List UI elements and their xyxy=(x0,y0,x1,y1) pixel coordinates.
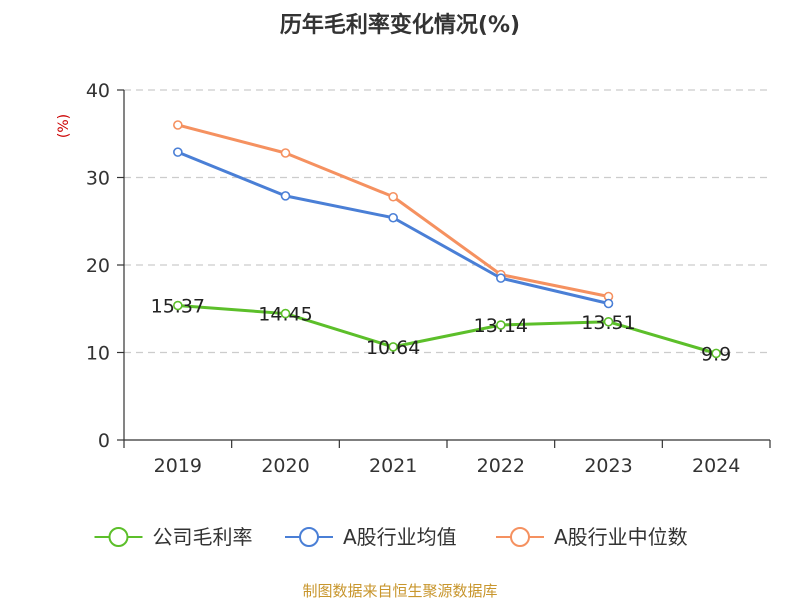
data-point xyxy=(496,273,506,283)
y-axis-unit: (%) xyxy=(56,114,72,138)
data-point xyxy=(280,148,291,158)
y-tick-label: 10 xyxy=(86,343,110,365)
chart-title: 历年毛利率变化情况(%) xyxy=(280,12,520,38)
legend-label: A股行业均值 xyxy=(343,525,457,549)
legend-marker xyxy=(299,527,319,547)
data-point xyxy=(388,191,398,202)
data-point xyxy=(711,348,721,359)
data-point xyxy=(603,298,614,309)
data-labels: 15.37 14.45 10.64 13.14 13.51 9.9 xyxy=(151,296,732,366)
x-tick-label: 2023 xyxy=(584,455,632,477)
series-line xyxy=(177,123,609,298)
y-tick-label: 20 xyxy=(86,255,110,277)
data-point xyxy=(496,320,506,330)
x-tick-label: 2022 xyxy=(477,455,525,477)
axes: 0 10 20 30 40 2019 2020 2021 2022 2023 2024 xyxy=(86,80,771,477)
x-tick-label: 2021 xyxy=(369,455,417,477)
x-tick-label: 2020 xyxy=(261,455,309,477)
data-label: 14.45 xyxy=(258,304,312,326)
data-label: 9.9 xyxy=(701,343,731,365)
data-point xyxy=(173,300,183,311)
data-point xyxy=(173,147,183,157)
data-label: 13.14 xyxy=(474,315,528,337)
legend-label: A股行业中位数 xyxy=(554,525,688,549)
series-line xyxy=(177,150,609,305)
y-tick-label: 30 xyxy=(86,168,110,190)
data-point xyxy=(280,191,291,201)
legend-marker xyxy=(108,527,129,547)
data-point xyxy=(603,316,614,327)
source-note: 制图数据来自恒生聚源数据库 xyxy=(302,582,497,600)
series-line xyxy=(177,304,717,355)
legend: 公司毛利率 A股行业均值 A股行业中位数 xyxy=(94,525,688,549)
grid-lines xyxy=(124,89,770,354)
y-tick-label: 0 xyxy=(98,430,110,452)
legend-label: 公司毛利率 xyxy=(153,525,253,549)
data-point xyxy=(388,212,398,223)
x-tick-label: 2019 xyxy=(154,455,202,477)
series-lines xyxy=(173,120,721,359)
y-tick-label: 40 xyxy=(86,80,110,102)
data-label: 13.51 xyxy=(581,312,635,334)
data-point xyxy=(280,308,291,319)
x-tick-label: 2024 xyxy=(692,455,740,477)
data-label: 10.64 xyxy=(366,337,420,359)
data-point xyxy=(173,120,183,130)
data-point xyxy=(388,342,398,352)
legend-marker xyxy=(510,527,530,547)
data-label: 15.37 xyxy=(151,296,205,318)
